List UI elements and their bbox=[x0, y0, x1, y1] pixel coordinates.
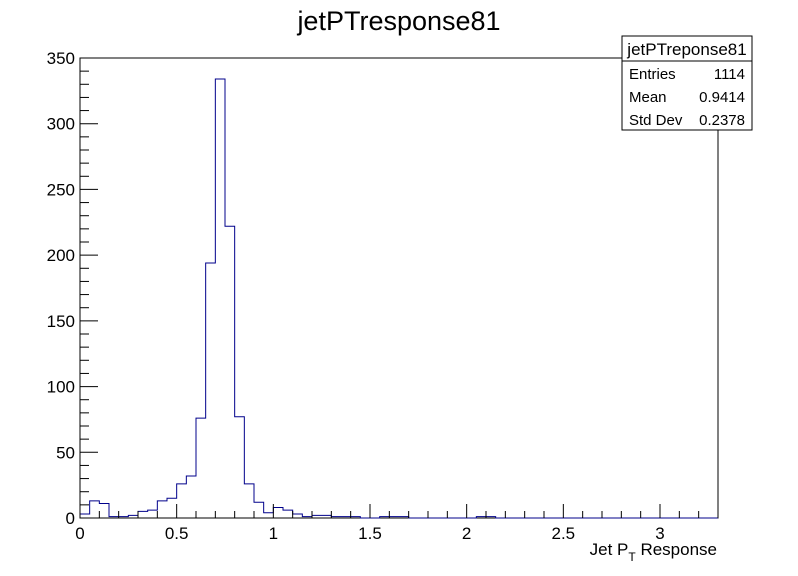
x-axis-title: Jet PT Response bbox=[590, 540, 717, 564]
histogram-bin bbox=[99, 504, 109, 518]
histogram-bin bbox=[254, 502, 264, 518]
histogram-bin bbox=[177, 484, 187, 518]
x-axis-title-subscript: T bbox=[628, 550, 636, 564]
stats-entries-label: Entries bbox=[629, 66, 676, 83]
histogram-bin bbox=[283, 510, 293, 518]
histogram-bin bbox=[196, 418, 206, 518]
x-tick-label: 1.5 bbox=[358, 524, 382, 543]
stats-box-frame bbox=[621, 35, 753, 131]
x-tick-label: 2 bbox=[462, 524, 471, 543]
chart-title: jetPTresponse81 bbox=[296, 6, 500, 36]
x-axis-title-main: Jet P bbox=[590, 540, 629, 559]
histogram-bin bbox=[148, 510, 158, 518]
histogram-bin bbox=[293, 514, 303, 518]
histogram-bin bbox=[215, 79, 225, 518]
y-tick-label: 200 bbox=[47, 246, 75, 265]
histogram-bars bbox=[80, 79, 496, 518]
histogram-bin bbox=[80, 514, 90, 518]
x-tick-label: 3 bbox=[655, 524, 664, 543]
histogram-bin bbox=[264, 513, 274, 518]
stats-mean-label: Mean bbox=[629, 89, 667, 106]
y-tick-label: 350 bbox=[47, 49, 75, 68]
histogram-bin bbox=[157, 501, 167, 518]
y-tick-label: 300 bbox=[47, 115, 75, 134]
histogram-bin bbox=[225, 226, 235, 518]
histogram-bin bbox=[244, 484, 254, 518]
histogram-bin bbox=[206, 263, 216, 518]
x-axis: 0 0.5 1 1.5 2 2.5 3 bbox=[75, 504, 719, 543]
y-tick-label: 100 bbox=[47, 378, 75, 397]
x-tick-label: 0.5 bbox=[165, 524, 189, 543]
histogram-bin bbox=[138, 511, 148, 518]
histogram-outline bbox=[79, 78, 718, 519]
y-tick-label: 0 bbox=[66, 509, 75, 528]
histogram-bin bbox=[186, 476, 196, 518]
plot-frame bbox=[79, 57, 719, 519]
histogram-bin bbox=[273, 507, 283, 518]
y-tick-label: 250 bbox=[47, 180, 75, 199]
stats-stddev-label: Std Dev bbox=[629, 112, 683, 129]
x-tick-label: 1 bbox=[269, 524, 278, 543]
stats-mean-value: 0.9414 bbox=[699, 89, 745, 106]
histogram-bin bbox=[167, 498, 177, 518]
stats-stddev-value: 0.2378 bbox=[699, 112, 745, 129]
histogram-bin bbox=[235, 417, 245, 518]
stats-box: jetPTreponse81 Entries 1114 Mean 0.9414 … bbox=[621, 35, 753, 131]
histogram-bin bbox=[90, 501, 100, 518]
y-axis: 0 50 100 150 200 250 300 350 bbox=[47, 49, 98, 528]
x-tick-label: 2.5 bbox=[552, 524, 576, 543]
x-axis-title-rest: Response bbox=[636, 540, 717, 559]
y-tick-label: 50 bbox=[56, 443, 75, 462]
stats-box-title: jetPTreponse81 bbox=[626, 40, 746, 59]
y-tick-label: 150 bbox=[47, 312, 75, 331]
x-tick-label: 0 bbox=[75, 524, 84, 543]
stats-entries-value: 1114 bbox=[714, 66, 745, 83]
